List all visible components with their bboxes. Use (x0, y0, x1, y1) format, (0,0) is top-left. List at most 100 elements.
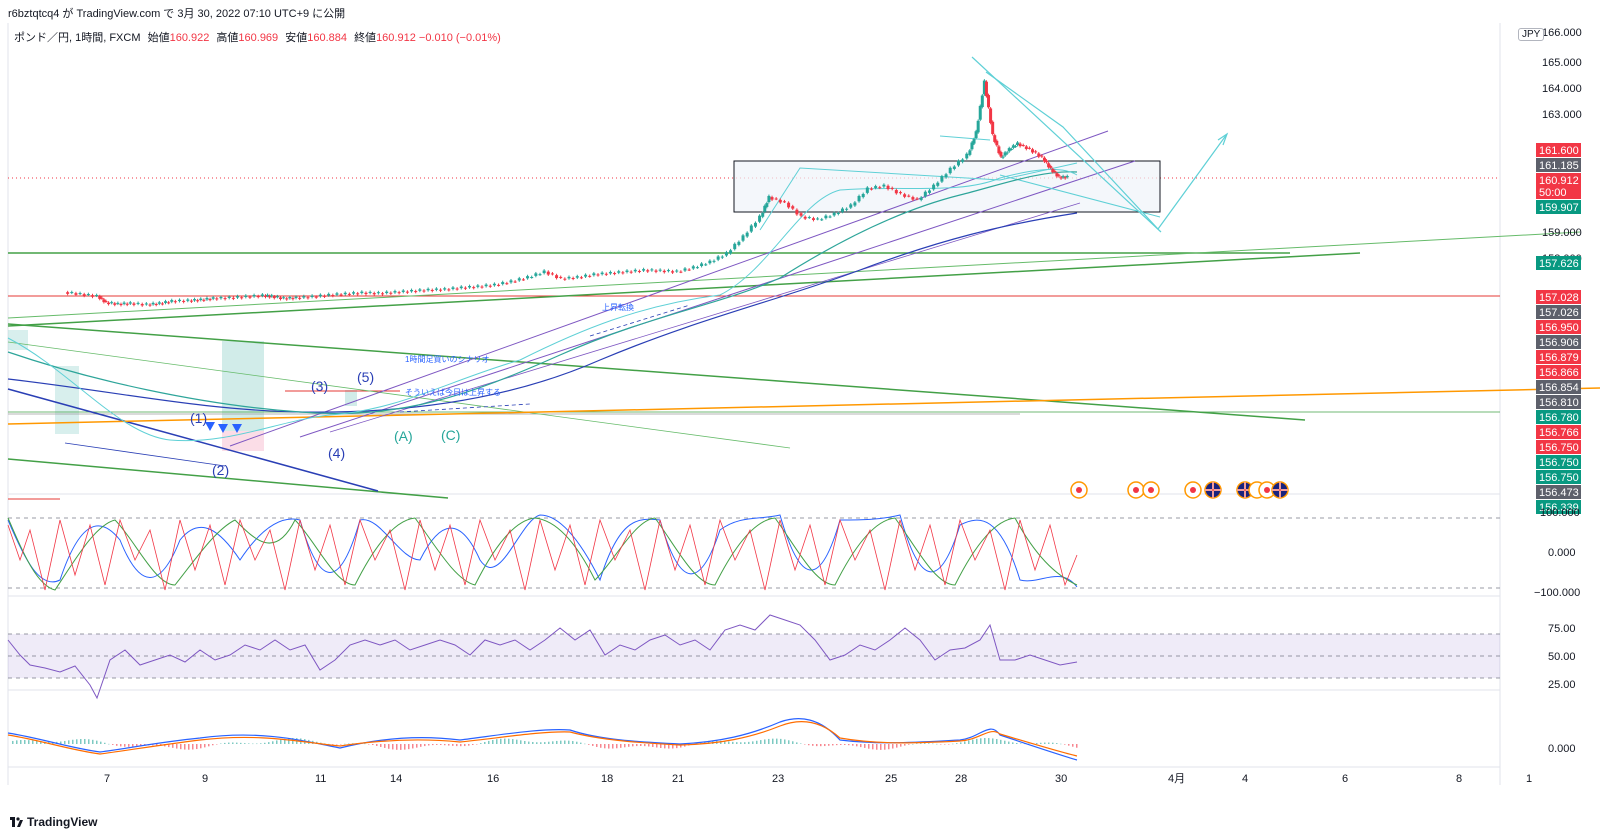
candle-body (972, 139, 976, 144)
macd-bar (544, 742, 546, 744)
macd-bar (440, 744, 442, 746)
time-label-4: 4 (1242, 773, 1248, 785)
macd-bar (260, 743, 262, 744)
candle-body (397, 292, 401, 294)
candle-body (584, 274, 588, 277)
cci-pane[interactable]: 100.000 0.000 −100.000 (7, 507, 1580, 599)
macd-bar (628, 744, 630, 747)
projection-line-1[interactable] (971, 56, 1162, 233)
tradingview-logo-icon (10, 816, 24, 827)
open-value: 160.922 (169, 32, 210, 44)
rsi-tick-75: 75.00 (1548, 623, 1576, 635)
macd-bar (568, 740, 570, 744)
trendline-blue-thin[interactable] (64, 442, 226, 467)
price-tag-9 (1536, 350, 1581, 364)
macd-bar (284, 738, 286, 744)
trendline-green-falling[interactable] (7, 323, 1306, 421)
candle-body (970, 142, 974, 150)
macd-bar (400, 744, 402, 750)
candle-body (940, 176, 944, 182)
candle-body (260, 294, 264, 296)
symbol-name[interactable]: ポンド／円, 1時間, FXCM (14, 32, 141, 44)
candle-body (758, 215, 762, 222)
macd-pane[interactable]: 0.000 (7, 718, 1576, 761)
candle-body (98, 296, 102, 299)
macd-bar (228, 742, 230, 744)
candle-body (291, 298, 295, 300)
candle-body (434, 288, 438, 290)
trendline-blue-down[interactable] (7, 388, 379, 492)
event-icon-uk-1 (1204, 481, 1222, 499)
macd-bar (700, 742, 702, 744)
candle-body (724, 252, 728, 256)
economic-event-icons[interactable] (1070, 481, 1289, 499)
ma-slow-line[interactable] (7, 212, 1078, 413)
close-label: 終値 (354, 32, 377, 44)
candle-body (1018, 143, 1022, 147)
range-box[interactable] (733, 160, 1161, 213)
macd-bar (516, 739, 518, 744)
candle-body (579, 277, 583, 279)
candle-body (712, 260, 716, 262)
channel-purple-top[interactable] (229, 130, 1109, 447)
open-label: 始値 (147, 32, 170, 44)
candle-body (869, 188, 873, 190)
macd-bar (1012, 742, 1014, 744)
price-tick-164: 164.000 (1542, 83, 1582, 95)
macd-bar (864, 744, 866, 748)
trendline-green-bottom[interactable] (7, 458, 449, 499)
ma-fast-line[interactable] (7, 168, 1078, 442)
macd-bar (880, 744, 882, 750)
macd-bar (660, 744, 662, 749)
candle-body (256, 296, 260, 298)
macd-bar (496, 739, 498, 744)
change-value: −0.010 (−0.01%) (418, 32, 501, 44)
candle-body (310, 295, 314, 297)
ma-mid-line[interactable] (7, 171, 1078, 415)
candle-body (455, 288, 459, 290)
macd-bar (1060, 743, 1062, 745)
macd-bar (432, 744, 434, 746)
candle-body (294, 296, 298, 298)
macd-bar (920, 743, 922, 744)
cci-tick-minus100: −100.000 (1534, 587, 1580, 599)
macd-line (7, 718, 1078, 761)
macd-bar (748, 741, 750, 744)
candle-body (119, 304, 123, 306)
candle-body (231, 297, 235, 299)
candle-body (882, 184, 886, 187)
rsi-pane[interactable]: 75.00 50.00 25.00 (7, 614, 1576, 700)
channel-purple-bottom[interactable] (329, 202, 1081, 433)
macd-bar (392, 744, 394, 750)
price-tag-3 (1536, 200, 1581, 214)
trendline-green-rising-1[interactable] (7, 252, 1361, 327)
candle-body (650, 269, 654, 271)
candle-body (1013, 146, 1017, 148)
candle-body (116, 302, 120, 304)
macd-bar (512, 739, 514, 744)
trendline-green-falling-thin[interactable] (7, 341, 791, 449)
candle-body (335, 293, 339, 295)
candle-body (704, 264, 708, 266)
candle-body (480, 286, 484, 288)
candlesticks[interactable] (66, 79, 1069, 307)
candle-body (596, 274, 600, 276)
candle-body (393, 291, 397, 293)
projection-path[interactable] (985, 71, 1228, 230)
candle-body (1063, 177, 1067, 179)
currency-badge[interactable]: JPY (1518, 28, 1545, 41)
trendline-orange[interactable] (7, 387, 1600, 425)
macd-bar (84, 738, 86, 744)
candle-body (932, 184, 936, 190)
macd-bar (264, 742, 266, 744)
candle-body (272, 296, 276, 299)
channel-purple-mid[interactable] (299, 160, 1136, 438)
time-axis[interactable]: 7 9 11 14 16 18 21 23 25 28 30 4月 4 6 8 … (104, 773, 1532, 785)
wave-label-2: (2) (212, 462, 229, 478)
candle-body (521, 279, 525, 281)
macd-bar (1000, 739, 1002, 744)
macd-bar (744, 742, 746, 744)
trendline-green-rising-2[interactable] (7, 231, 1581, 319)
candle-body (894, 190, 898, 194)
